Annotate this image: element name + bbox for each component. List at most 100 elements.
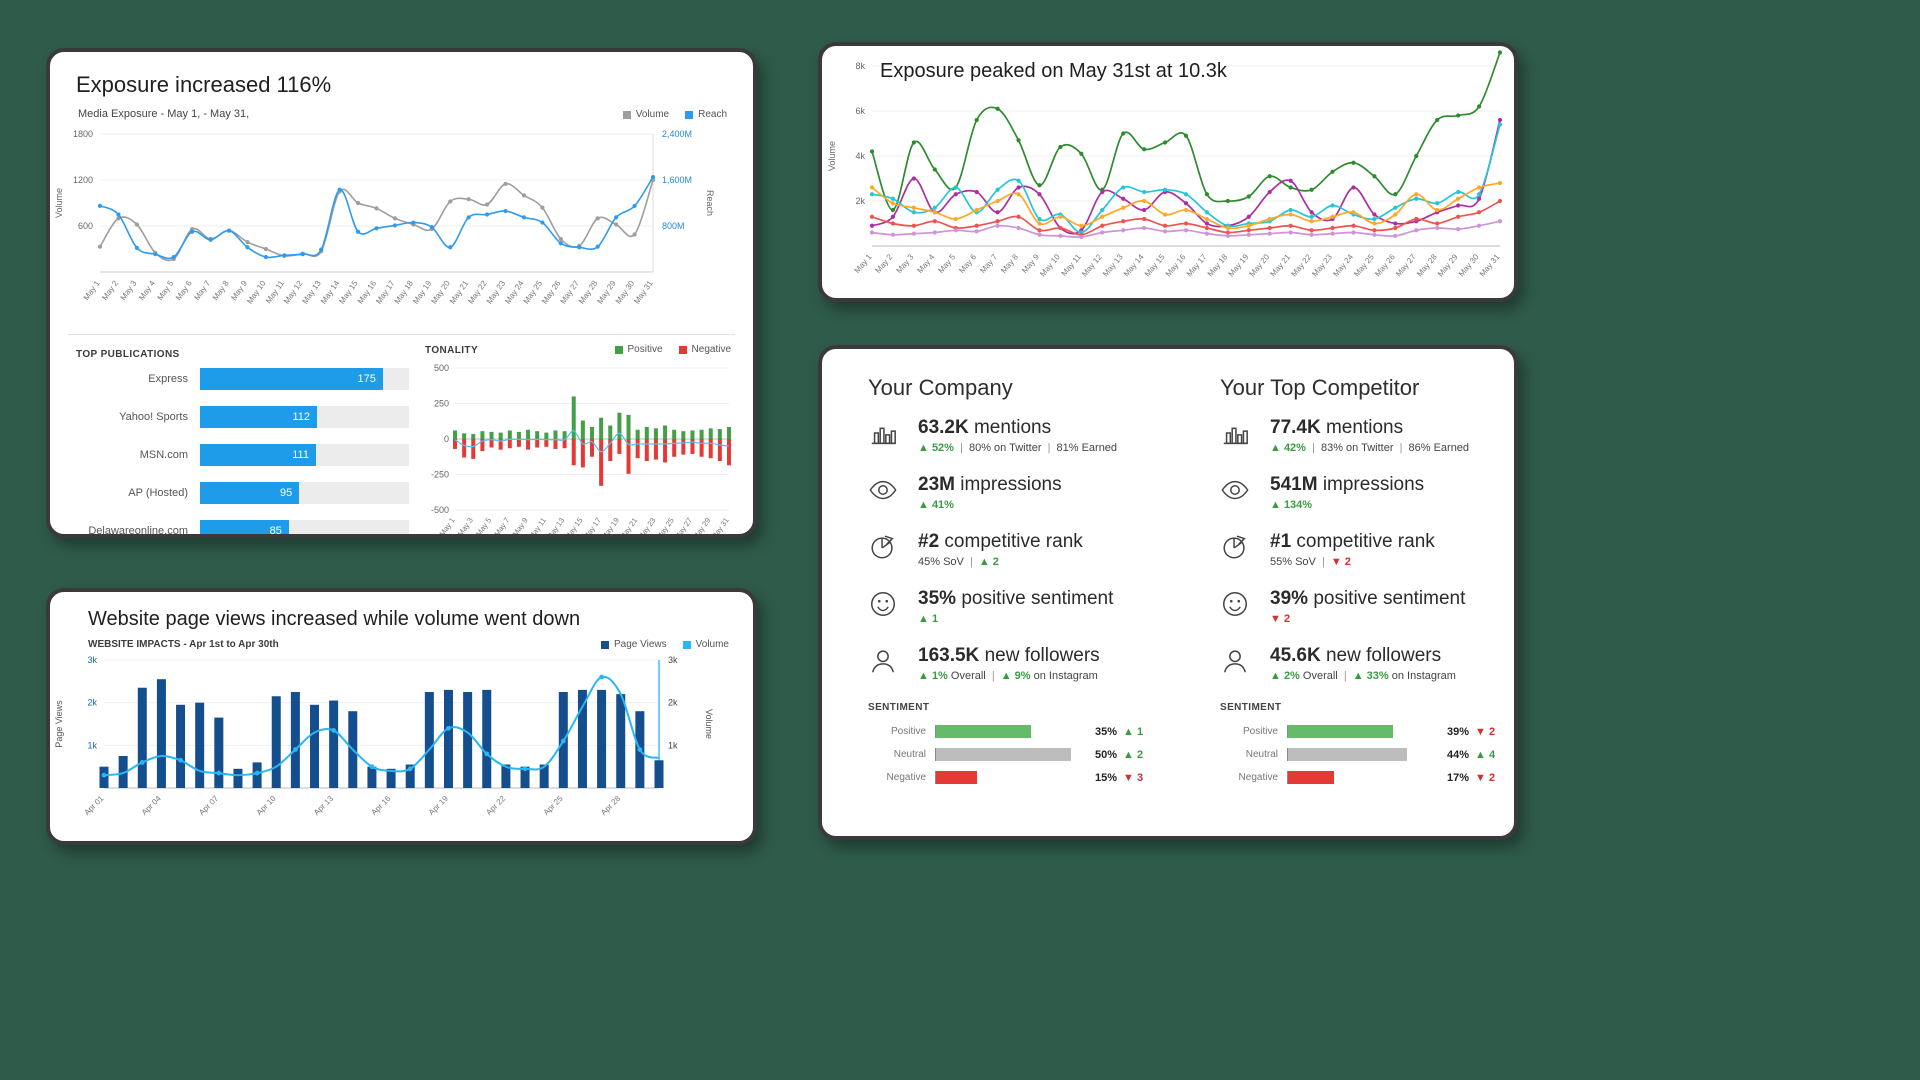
svg-text:2k: 2k [668,698,678,708]
svg-text:May 2: May 2 [100,279,120,302]
svg-text:May 13: May 13 [1101,252,1125,278]
legend-item-volume[interactable]: Volume [622,109,669,120]
publication-value: 175 [357,373,376,385]
panel-bottom-row: TOP PUBLICATIONS Express 175 Yahoo! Sports… [50,341,753,538]
legend-item-reach[interactable]: Reach [685,109,727,120]
stat-row: 163.5K new followers ▲ 1% Overall | ▲ 9%… [868,645,1220,687]
stat-sub-segment: | [1399,441,1403,454]
stat-value: 35% [918,588,957,609]
sentiment-value: 35% [1095,725,1118,738]
sentiment-label: Neutral [1245,749,1278,760]
svg-text:May 1: May 1 [82,279,102,302]
legend-item-volume[interactable]: Volume [682,639,729,650]
stat-sub-segment: ▲ 2 [978,555,999,568]
volume-swatch-icon [622,110,631,119]
publication-bar: 175 [200,368,383,390]
svg-text:0: 0 [444,434,449,444]
svg-text:Page Views: Page Views [54,700,64,748]
legend-item-positive[interactable]: Positive [614,344,663,355]
bar-chart-icon [1220,418,1254,448]
svg-text:May 9: May 9 [511,516,530,538]
stat-sub-segment: ▲ 1% [918,669,948,682]
stat-sub-segment: | [969,555,973,568]
svg-text:May 23: May 23 [1310,252,1334,278]
stat-sub-segment: | [960,441,963,454]
svg-text:May 2: May 2 [874,252,895,275]
svg-text:2k: 2k [855,196,865,206]
publication-bar-row: Yahoo! Sports 112 [66,406,409,428]
svg-text:3k: 3k [668,655,678,665]
chart-header-row: WEBSITE IMPACTS - Apr 1st to Apr 30th Pa… [50,631,753,650]
legend-item-pageviews[interactable]: Page Views [601,639,667,650]
publication-label: Express [148,373,188,385]
svg-text:May 11: May 11 [1059,252,1083,278]
legend-label: Positive [627,344,663,355]
stat-sub-segment: ▲ 33% [1352,669,1389,682]
svg-text:May 16: May 16 [1164,252,1188,278]
stat-sub-segment: Overall [1302,669,1338,682]
stat-subtext: ▲ 1% Overall | ▲ 9% on Instagram [918,670,1100,682]
svg-text:-250: -250 [431,470,449,480]
sentiment-delta: ▼ 2 [1475,725,1496,738]
sentiment-bar [936,771,977,784]
stat-row: 39% positive sentiment ▼ 2 [1220,588,1514,630]
stat-label: competitive rank [1296,531,1435,552]
publication-value: 112 [292,411,311,423]
positive-swatch-icon [614,345,623,354]
company-stats: 63.2K mentions ▲ 52% | 80% on Twitter | … [868,417,1220,687]
stat-subtext: ▲ 42% | 83% on Twitter | 86% Earned [1270,442,1469,454]
stat-sub-segment: ▲ 41% [918,498,954,511]
svg-text:1k: 1k [87,740,97,750]
svg-text:May 17: May 17 [1185,252,1209,278]
stat-sub-segment: 86% Earned [1408,441,1470,454]
svg-text:May 24: May 24 [1331,252,1355,278]
sentiment-delta: ▲ 1 [1123,725,1144,738]
stat-value: #1 [1270,531,1292,552]
svg-text:1,600M: 1,600M [662,175,692,185]
sentiment-row: Positive 35% ▲ 1 [868,725,1220,738]
media-exposure-legend: Volume Reach [622,109,727,120]
svg-text:4k: 4k [855,151,865,161]
top-publications-section: TOP PUBLICATIONS Express 175 Yahoo! Sports… [66,341,415,534]
publication-value: 111 [292,449,309,461]
svg-text:Apr 19: Apr 19 [427,794,450,817]
sentiment-value: 44% [1447,748,1470,761]
panel-exposure-peak: Exposure peaked on May 31st at 10.3k 2k 4… [818,42,1518,302]
pageviews-swatch-icon [601,640,609,649]
sentiment-delta: ▲ 2 [1123,748,1144,761]
svg-text:3k: 3k [87,655,97,665]
sentiment-row: Neutral 44% ▲ 4 [1220,748,1514,761]
svg-text:6k: 6k [855,106,865,116]
chart-subtitle: Media Exposure - May 1, - May 31, [78,108,250,120]
svg-text:May 25: May 25 [1352,252,1376,278]
svg-text:1800: 1800 [73,129,93,139]
svg-text:-500: -500 [431,505,449,515]
smiley-icon [1220,589,1254,619]
svg-text:May 22: May 22 [1289,252,1313,278]
stat-sub-segment: ▲ 134% [1270,498,1313,511]
svg-text:May 15: May 15 [1143,252,1167,278]
svg-text:May 13: May 13 [545,516,566,538]
publication-label: AP (Hosted) [128,487,188,499]
panel-company-comparison: Your Company 63.2K mentions ▲ 52% | 80% … [818,345,1518,840]
svg-text:May 23: May 23 [636,516,657,538]
legend-item-negative[interactable]: Negative [678,344,731,355]
stat-sub-segment: ▼ 2 [1330,555,1351,568]
svg-text:500: 500 [434,363,449,373]
stat-value: 39% [1270,588,1309,609]
sentiment-bar-track [1287,771,1438,784]
stat-row: 45.6K new followers ▲ 2% Overall | ▲ 33%… [1220,645,1514,687]
stat-sub-segment: Overall [950,669,986,682]
sentiment-label: Neutral [893,749,926,760]
company-column: Your Company 63.2K mentions ▲ 52% | 80% … [868,375,1220,794]
stat-row: 77.4K mentions ▲ 42% | 83% on Twitter | … [1220,417,1514,459]
stat-label: new followers [1325,645,1442,666]
stat-sub-segment: | [1312,441,1315,454]
svg-text:May 28: May 28 [1415,252,1439,278]
svg-text:May 1: May 1 [438,516,457,538]
competitor-sentiment-chart: Positive 39% ▼ 2 Neutral 44% ▲ 4 Negativ… [1220,725,1514,784]
competitor-title: Your Top Competitor [1220,375,1420,400]
stat-subtext: ▲ 1 [918,613,1113,625]
stat-label: impressions [1322,474,1425,495]
svg-text:May 21: May 21 [1268,252,1292,278]
